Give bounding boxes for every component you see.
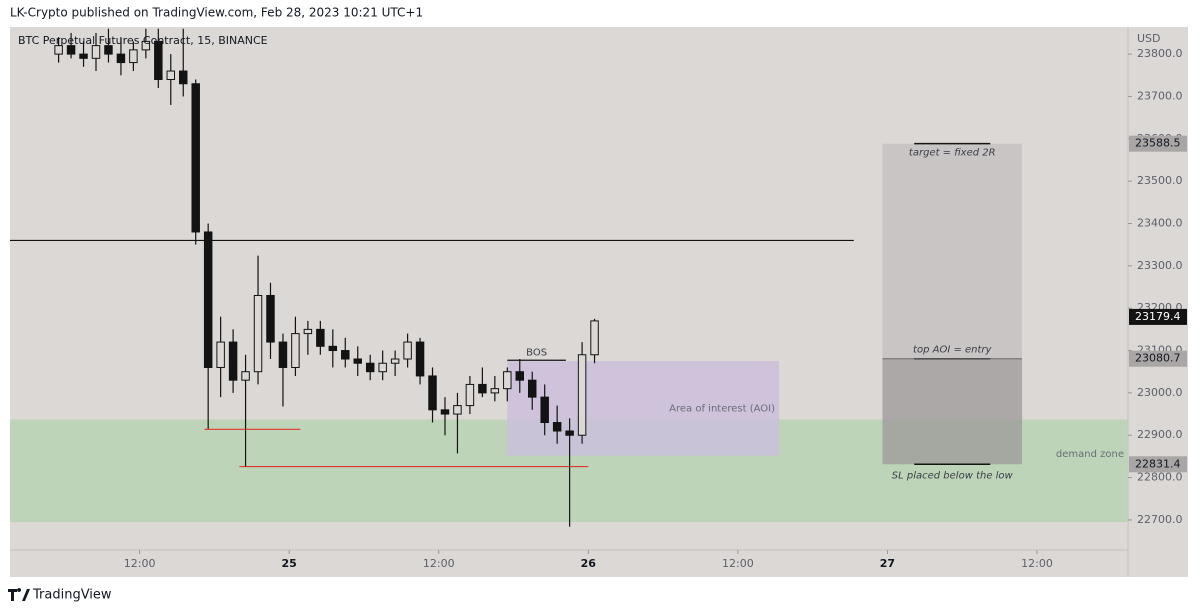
plot-area	[10, 28, 1128, 527]
zone-label: Area of interest (AOI)	[669, 403, 775, 414]
y-tick-label: 23400.0	[1137, 216, 1183, 229]
candle-body	[266, 294, 275, 343]
zone	[507, 361, 780, 456]
line-label: BOS	[526, 347, 547, 358]
candle-body	[303, 328, 313, 335]
candle-body	[527, 379, 537, 398]
x-tick-label: 12:00	[722, 557, 754, 570]
axis-unit: USD	[1137, 32, 1161, 45]
candle-body	[228, 341, 238, 381]
candle-body	[253, 294, 263, 373]
candle-body	[478, 383, 487, 394]
time-axis-background	[10, 550, 1128, 577]
level-label: SL placed below the low	[892, 470, 1014, 481]
y-tick-label: 23300.0	[1137, 259, 1183, 272]
y-tick-label: 22800.0	[1137, 471, 1183, 484]
candle-body	[328, 345, 338, 352]
candle-body	[503, 371, 512, 390]
candle-body	[515, 371, 525, 381]
candle-body	[54, 45, 63, 55]
candle-body	[403, 341, 412, 360]
price-label-box	[1129, 350, 1187, 367]
candle-body	[166, 70, 176, 81]
level-label: top AOI = entry	[913, 345, 992, 356]
candle-body	[453, 405, 462, 415]
y-tick-label: 22700.0	[1137, 513, 1183, 526]
footer-brand: TradingView	[32, 588, 112, 603]
candle-body	[141, 40, 151, 51]
candle-body	[291, 333, 300, 368]
level-label: target = fixed 2R	[909, 148, 996, 159]
candle-body	[577, 354, 587, 436]
y-tick-label: 23000.0	[1137, 386, 1183, 399]
price-axis-background	[1128, 27, 1188, 577]
price-label: 23080.7	[1135, 352, 1181, 365]
candle-body	[316, 328, 325, 347]
candle-body	[66, 45, 76, 55]
candle-body	[565, 430, 574, 436]
y-tick-label: 23700.0	[1137, 89, 1183, 102]
candle-body	[104, 45, 113, 55]
candle-body	[353, 358, 362, 364]
candle-body	[179, 70, 188, 85]
stop-area	[882, 358, 1023, 465]
candle-body	[552, 422, 562, 432]
y-tick-label: 23800.0	[1137, 47, 1183, 60]
candle-body	[428, 375, 437, 411]
target-area	[882, 143, 1023, 359]
x-tick-label: 27	[880, 557, 895, 570]
candle-body	[203, 231, 213, 368]
price-label: 22831.4	[1135, 457, 1181, 470]
candle-body	[116, 53, 126, 64]
x-tick-label: 12:00	[423, 557, 455, 570]
x-tick-label: 12:00	[1021, 557, 1053, 570]
candle-body	[390, 358, 400, 364]
price-label: 23588.5	[1135, 137, 1181, 150]
candle-body	[79, 53, 88, 59]
price-label-box	[1129, 135, 1187, 152]
candle-body	[540, 396, 549, 424]
y-tick-label: 22900.0	[1137, 428, 1183, 441]
candle-body	[378, 362, 387, 373]
candle-body	[415, 341, 425, 377]
candle-body	[278, 341, 288, 368]
candle-body	[440, 409, 450, 415]
candle-body	[341, 350, 350, 360]
x-tick-label: 26	[581, 557, 597, 570]
y-tick-label: 23500.0	[1137, 174, 1183, 187]
x-tick-label: 12:00	[124, 557, 156, 570]
x-tick-label: 25	[282, 557, 297, 570]
symbol-title: BTC Perpetual Futures Contract, 15, BINA…	[18, 34, 268, 47]
candle-body	[490, 388, 500, 394]
publish-header: LK-Crypto published on TradingView.com, …	[10, 6, 423, 20]
last-price-label: 23179.4	[1135, 310, 1181, 323]
candle-body	[365, 362, 375, 373]
last-price-box	[1129, 308, 1187, 325]
candle-body	[590, 320, 599, 356]
zone-label: demand zone	[1056, 449, 1124, 460]
price-label-box	[1129, 456, 1187, 473]
candle-body	[91, 45, 101, 59]
candle-body	[465, 383, 475, 407]
footer-logo	[8, 588, 30, 601]
candle-body	[191, 83, 200, 233]
candle-body	[154, 40, 163, 81]
candle-body	[241, 371, 250, 381]
candle-body	[216, 341, 225, 368]
candle-body	[129, 49, 138, 64]
